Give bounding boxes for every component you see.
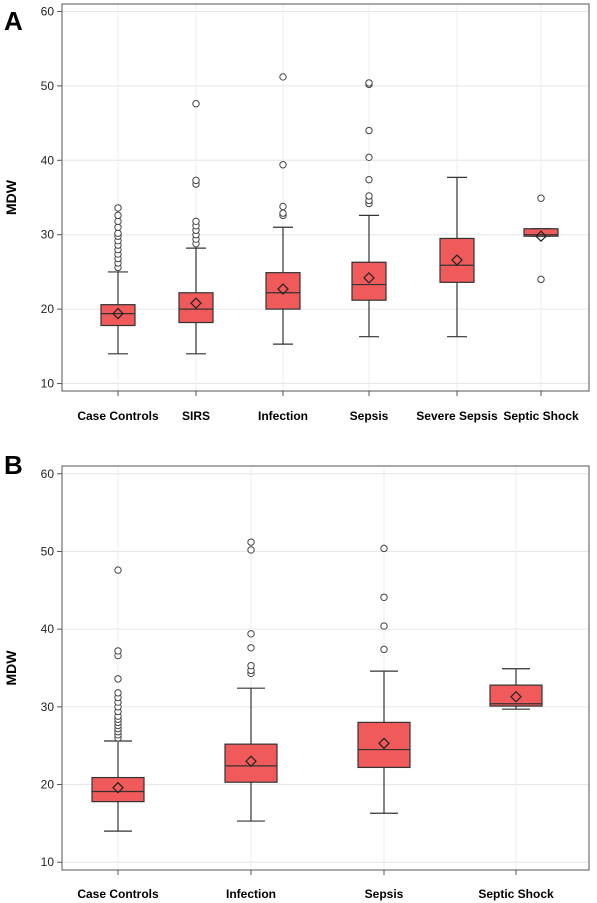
- iqr-box: [265, 272, 301, 310]
- outlier-point: [279, 209, 287, 217]
- x-tick-label: Severe Sepsis: [416, 409, 498, 423]
- y-tick-label: 60: [41, 467, 55, 481]
- y-axis-label: MDW: [3, 179, 19, 215]
- iqr-box: [351, 261, 387, 301]
- boxplot-panel-b: 10 20 30 40 50 60 MDW Case Controls Infection Sep…: [3, 465, 590, 901]
- mean-marker: [378, 737, 390, 750]
- outlier-point: [537, 275, 545, 284]
- outlier-point: [247, 538, 255, 546]
- y-tick-label: 50: [41, 79, 55, 93]
- mean-marker: [190, 297, 202, 310]
- x-tick-label: Septic Shock: [478, 887, 554, 901]
- outlier-point: [380, 593, 388, 601]
- x-tick-label: Case Controls: [77, 409, 159, 423]
- outlier-point: [192, 176, 200, 185]
- outlier-point: [279, 73, 287, 81]
- y-tick-label: 10: [41, 855, 55, 869]
- iqr-box: [100, 304, 136, 327]
- outlier-point: [247, 546, 255, 554]
- x-tick-label: Sepsis: [365, 887, 404, 901]
- outlier-point: [114, 229, 122, 237]
- outlier-point: [365, 126, 373, 135]
- outlier-point: [114, 675, 122, 683]
- outlier-point: [114, 223, 122, 231]
- mean-marker: [363, 272, 375, 284]
- outlier-point: [247, 644, 255, 652]
- outlier-point: [537, 194, 545, 202]
- outlier-point: [114, 217, 122, 226]
- mean-marker: [277, 283, 289, 295]
- outlier-point: [380, 622, 388, 630]
- outlier-point: [365, 153, 373, 162]
- x-tick-label: Septic Shock: [503, 409, 579, 423]
- outlier-point: [192, 100, 200, 108]
- outlier-point: [114, 204, 122, 212]
- outlier-point: [247, 630, 255, 638]
- x-tick-label: Case Controls: [77, 887, 159, 901]
- y-tick-label: 60: [41, 4, 55, 18]
- x-tick-label: Sepsis: [350, 409, 389, 423]
- box-severe-sepsis: Severe Sepsis: [416, 176, 498, 423]
- box-sirs: SIRS: [178, 100, 214, 423]
- y-tick-label: 40: [41, 153, 55, 167]
- y-tick-label: 30: [41, 700, 55, 714]
- iqr-box: [523, 228, 559, 237]
- mean-marker: [245, 755, 257, 768]
- outlier-point: [380, 544, 388, 553]
- y-tick-label: 10: [41, 377, 55, 391]
- mean-marker: [451, 254, 463, 266]
- outlier-point: [114, 689, 122, 697]
- boxplot-panel-a: 10 20 30 40 50 60 MDW Case Controls SIRS Infectio…: [3, 3, 590, 423]
- x-tick-label: Infection: [258, 409, 308, 423]
- box-case-controls: Case Controls: [77, 566, 159, 901]
- mean-marker: [510, 690, 522, 703]
- outlier-point: [365, 79, 373, 87]
- iqr-box: [91, 776, 145, 803]
- outlier-point: [114, 211, 122, 220]
- iqr-box: [439, 237, 475, 283]
- y-tick-label: 50: [41, 544, 55, 558]
- mean-marker: [112, 781, 124, 794]
- iqr-box: [357, 721, 411, 769]
- panel-label-a: A: [4, 6, 23, 36]
- panel-label-b: B: [4, 450, 23, 480]
- y-tick-label: 40: [41, 622, 55, 636]
- outlier-point: [365, 175, 373, 184]
- y-tick-label: 30: [41, 228, 55, 242]
- outlier-point: [114, 566, 122, 574]
- plot-frame: [61, 3, 590, 392]
- outlier-point: [279, 202, 287, 211]
- outlier-point: [365, 192, 373, 200]
- box-septic-shock: Septic Shock: [503, 194, 579, 423]
- outlier-point: [380, 645, 388, 654]
- box-infection: Infection: [224, 538, 278, 901]
- box-sepsis: Sepsis: [350, 79, 389, 423]
- outlier-point: [192, 217, 200, 226]
- y-tick-label: 20: [41, 302, 55, 316]
- iqr-box: [489, 684, 543, 707]
- mean-marker: [112, 307, 124, 320]
- outlier-point: [247, 661, 255, 670]
- x-tick-label: Infection: [226, 887, 276, 901]
- box-infection: Infection: [258, 73, 308, 423]
- y-tick-label: 20: [41, 778, 55, 792]
- outlier-point: [114, 647, 122, 655]
- iqr-box: [224, 743, 278, 783]
- y-axis-label: MDW: [3, 650, 19, 686]
- box-sepsis: Sepsis: [357, 544, 411, 901]
- mean-marker: [535, 230, 547, 243]
- plot-frame: [61, 465, 590, 871]
- outlier-point: [279, 161, 287, 169]
- box-septic-shock: Septic Shock: [478, 668, 554, 901]
- box-case-controls: Case Controls: [77, 204, 159, 423]
- x-tick-label: SIRS: [182, 409, 210, 423]
